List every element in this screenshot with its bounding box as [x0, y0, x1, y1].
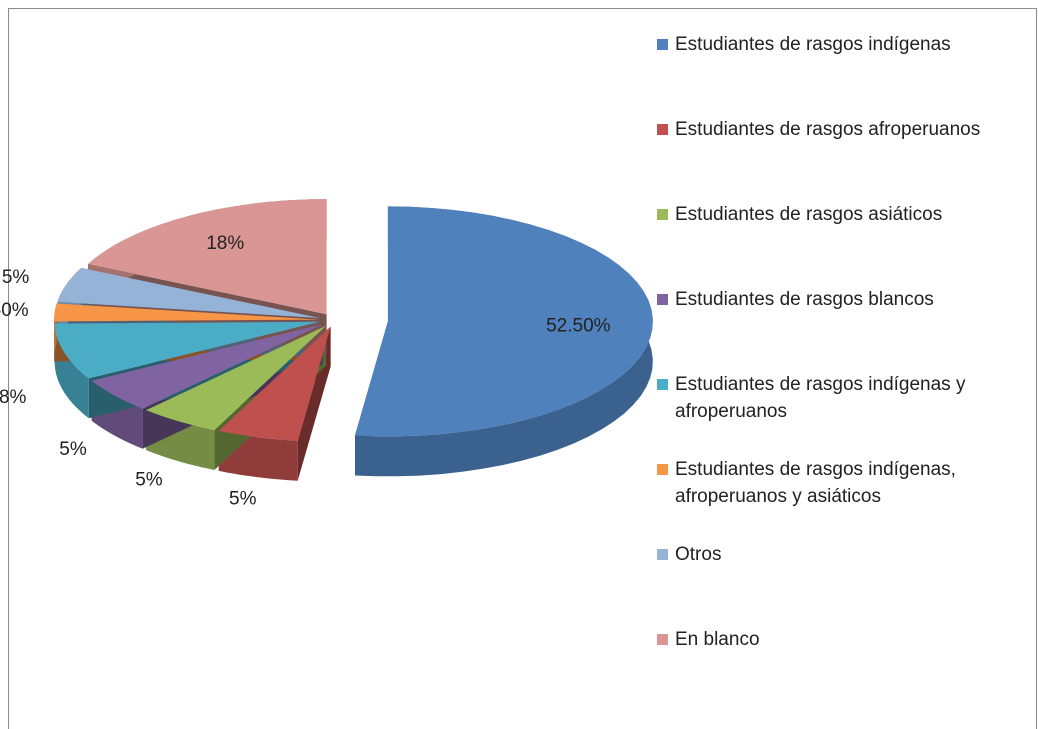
data-label: 2.50% [0, 300, 29, 321]
data-label: 52.50% [546, 316, 611, 337]
data-label: 8% [0, 387, 27, 408]
legend-item: En blanco [657, 626, 1032, 653]
legend-swatch [657, 294, 668, 305]
legend-swatch [657, 379, 668, 390]
data-label: 5% [2, 267, 30, 288]
legend-swatch [657, 39, 668, 50]
pie-slice [54, 321, 320, 379]
legend-label: En blanco [675, 629, 760, 650]
legend-item: Otros [657, 541, 1032, 568]
legend-swatch [657, 549, 668, 560]
pie-slice [355, 206, 653, 437]
data-label: 5% [229, 488, 257, 509]
legend-item: Estudiantes de rasgos indígenas, afroper… [657, 456, 1032, 510]
legend-label: Estudiantes de rasgos indígenas, afroper… [675, 459, 956, 507]
chart-border [8, 8, 1037, 729]
legend-swatch [657, 464, 668, 475]
legend-label: Estudiantes de rasgos blancos [675, 289, 934, 310]
pie-slice [91, 324, 323, 409]
pie-slice [146, 325, 327, 430]
legend-label: Otros [675, 544, 722, 565]
legend-swatch [657, 209, 668, 220]
pie-slice [218, 326, 331, 441]
legend-label: Estudiantes de rasgos indígenas y afrope… [675, 374, 966, 422]
legend-item: Estudiantes de rasgos afroperuanos [657, 116, 1032, 143]
legend-item: Estudiantes de rasgos blancos [657, 286, 1032, 313]
data-label: 18% [206, 233, 244, 254]
legend-item: Estudiantes de rasgos indígenas [657, 31, 1032, 58]
data-label: 5% [59, 439, 87, 460]
pie-slice [57, 267, 320, 318]
legend-label: Estudiantes de rasgos indígenas [675, 34, 951, 55]
slice-side [54, 323, 89, 419]
legend-swatch [657, 124, 668, 135]
legend-label: Estudiantes de rasgos asiáticos [675, 204, 943, 225]
pie-slice [54, 303, 320, 322]
legend-label: Estudiantes de rasgos afroperuanos [675, 119, 981, 140]
data-label: 5% [135, 469, 163, 490]
pie-slice [88, 199, 327, 315]
legend-item: Estudiantes de rasgos asiáticos [657, 201, 1032, 228]
legend-swatch [657, 634, 668, 645]
legend-item: Estudiantes de rasgos indígenas y afrope… [657, 371, 1032, 425]
